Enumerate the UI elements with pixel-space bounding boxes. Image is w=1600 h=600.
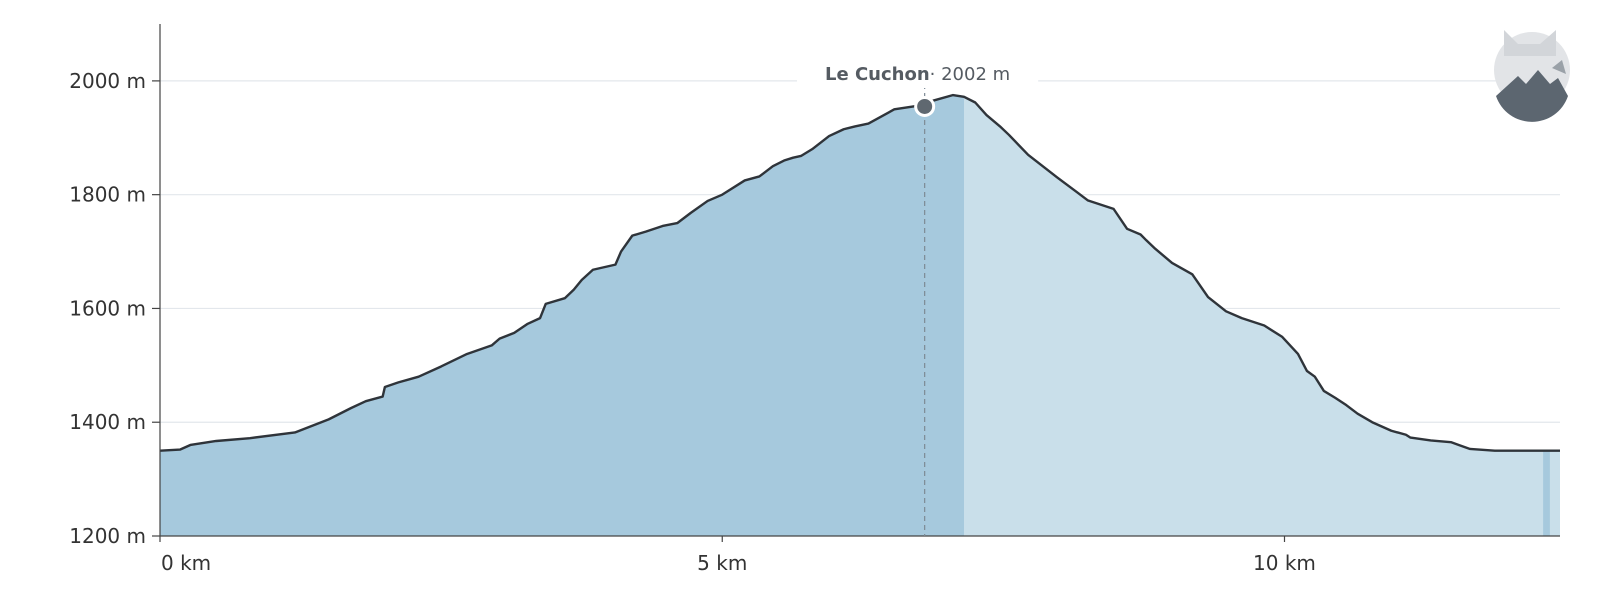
y-tick-label: 2000 m: [69, 69, 146, 93]
y-tick-label: 1200 m: [69, 524, 146, 548]
y-tick-label: 1800 m: [69, 183, 146, 207]
hover-marker-dot[interactable]: [914, 95, 936, 117]
x-tick-label: 5 km: [697, 551, 747, 575]
summit-tooltip: Le Cuchon· 2002 m: [797, 52, 1039, 88]
axes: [159, 24, 1560, 537]
y-tick-label: 1400 m: [69, 410, 146, 434]
y-axis-ticks: 1200 m 1400 m 1600 m 1800 m 2000 m: [69, 69, 160, 548]
logo-mountains: [1496, 70, 1568, 122]
tooltip-text: Le Cuchon· 2002 m: [825, 64, 1010, 85]
elevation-area: [160, 95, 1560, 536]
elevation-area-highlight: [160, 95, 965, 536]
elevation-line-layer: [159, 93, 1560, 452]
tooltip-background: [797, 52, 1039, 88]
logo-fox-ears: [1504, 30, 1556, 56]
fox-mountain-logo-icon: [1494, 30, 1570, 122]
tooltip-elevation: · 2002 m: [930, 64, 1011, 85]
x-tick-label: 10 km: [1253, 551, 1316, 575]
elevation-area-highlight-end: [1543, 450, 1550, 536]
hover-marker-layer[interactable]: [914, 84, 936, 536]
logo-fox-tail: [1552, 60, 1566, 74]
tooltip-peak-name: Le Cuchon: [825, 64, 930, 85]
x-axis-ticks: 0 km 5 km 10 km: [159, 536, 1316, 575]
y-tick-label: 1600 m: [69, 296, 146, 320]
elevation-line: [159, 93, 1560, 452]
x-tick-label: 0 km: [161, 551, 211, 575]
